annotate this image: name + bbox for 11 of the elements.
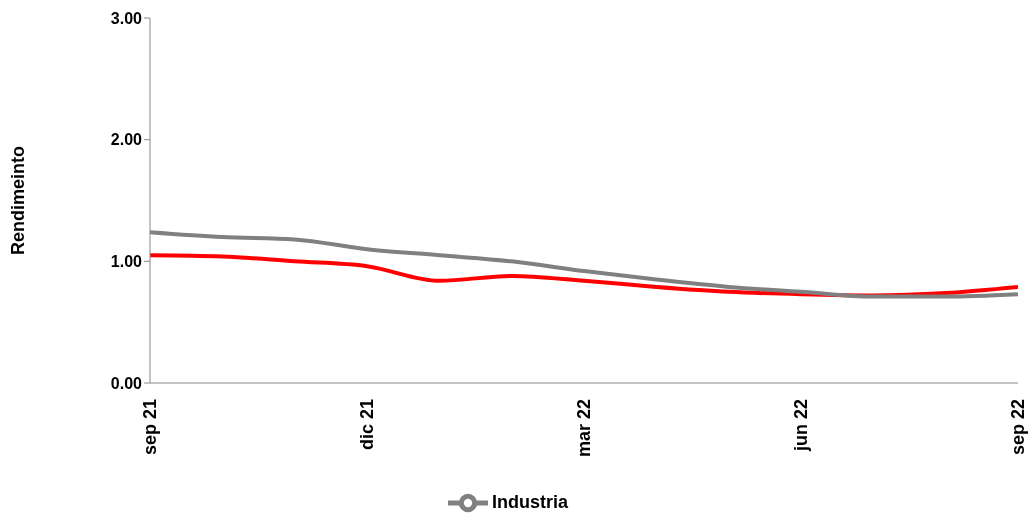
y-tick-label: 2.00 — [110, 131, 143, 149]
y-axis-title: Rendimeinto — [8, 145, 29, 256]
x-tick-label: sep 22 — [1008, 399, 1028, 456]
y-tick-label: 0.00 — [110, 374, 143, 392]
y-tick-label: 1.00 — [110, 253, 143, 271]
x-tick-label: dic 21 — [357, 399, 377, 451]
x-tick-label: mar 22 — [574, 399, 594, 458]
legend-label: Industria — [491, 491, 568, 512]
y-tick-label: 3.00 — [110, 9, 143, 27]
x-tick-label: sep 21 — [140, 399, 160, 456]
x-tick-label: jun 22 — [791, 399, 811, 453]
